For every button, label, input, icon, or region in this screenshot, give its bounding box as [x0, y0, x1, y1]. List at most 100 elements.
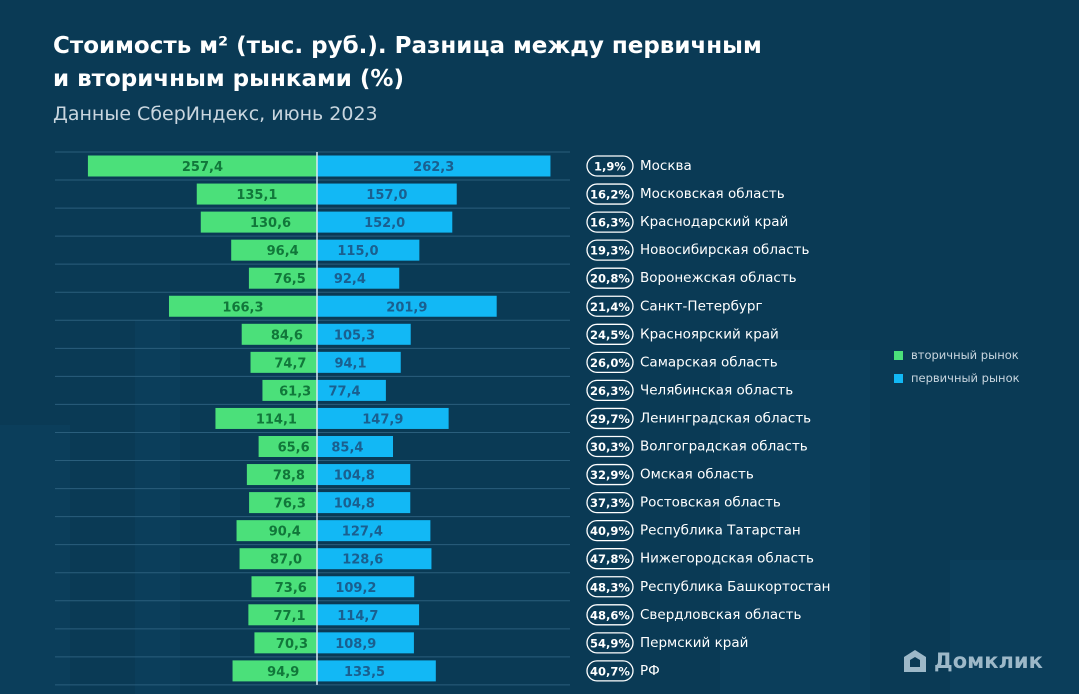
legend-label-primary: первичный рынок	[911, 371, 1020, 385]
region-label: Омская область	[640, 467, 754, 483]
difference-badge	[586, 407, 634, 430]
value-label-secondary: 130,6	[250, 216, 291, 231]
region-label: Новосибирская область	[640, 242, 810, 258]
bar-primary	[317, 239, 420, 261]
value-label-secondary: 135,1	[236, 188, 277, 203]
region-label: Московская область	[640, 186, 785, 202]
value-label-primary: 109,2	[335, 581, 376, 596]
bar-secondary	[236, 520, 317, 542]
chart-title: Стоимость м² (тыс. руб.). Разница между …	[53, 30, 953, 96]
difference-label: 30,3%	[590, 440, 630, 454]
bar-secondary	[168, 295, 317, 317]
region-label: Волгоградская область	[640, 439, 808, 455]
legend-item-secondary: вторичный рынок	[894, 348, 1019, 362]
value-label-primary: 128,6	[342, 553, 383, 568]
bar-secondary	[196, 183, 317, 205]
difference-badge	[586, 463, 634, 486]
bar-secondary	[246, 464, 317, 486]
legend-label-secondary: вторичный рынок	[911, 348, 1019, 362]
region-label: Ленинградская область	[640, 410, 811, 426]
bar-primary	[317, 632, 414, 654]
value-label-secondary: 73,6	[275, 581, 307, 596]
background-decoration	[0, 425, 70, 694]
bar-secondary	[231, 239, 317, 261]
value-label-primary: 262,3	[413, 160, 454, 175]
bar-secondary	[249, 492, 317, 514]
bar-secondary	[200, 211, 317, 233]
title-line-2: и вторичным рынками (%)	[53, 66, 404, 92]
background-decoration	[135, 320, 180, 694]
bar-primary	[317, 379, 386, 401]
bar-secondary	[258, 436, 317, 457]
legend-item-primary: первичный рынок	[894, 371, 1020, 385]
difference-label: 1,9%	[594, 160, 626, 174]
domclick-logo: Домклик	[902, 648, 1043, 674]
difference-badge	[586, 295, 634, 317]
difference-label: 16,2%	[590, 188, 630, 202]
value-label-primary: 133,5	[344, 665, 385, 680]
title-line-1: Стоимость м² (тыс. руб.). Разница между …	[53, 33, 762, 59]
difference-badge	[586, 183, 634, 205]
region-label: Нижегородская область	[640, 551, 814, 567]
value-label-primary: 147,9	[362, 412, 403, 427]
region-label: Санкт-Петербург	[640, 298, 763, 314]
value-label-secondary: 65,6	[278, 441, 310, 456]
value-label-secondary: 77,1	[274, 609, 306, 624]
difference-label: 54,9%	[590, 636, 630, 650]
value-label-primary: 85,4	[331, 441, 363, 456]
difference-label: 40,7%	[590, 664, 630, 678]
bar-primary	[317, 604, 420, 626]
bar-primary	[317, 155, 551, 177]
difference-label: 16,3%	[590, 216, 630, 230]
value-label-primary: 108,9	[335, 637, 376, 652]
value-label-secondary: 70,3	[276, 637, 308, 652]
value-label-primary: 77,4	[329, 384, 361, 399]
bar-primary	[317, 548, 432, 570]
background-decoration	[950, 560, 1079, 694]
difference-label: 29,7%	[590, 412, 630, 426]
value-label-secondary: 61,3	[279, 384, 311, 399]
background-decoration	[720, 350, 870, 694]
region-label: Самарская область	[640, 354, 778, 370]
bar-primary	[317, 183, 457, 205]
bar-secondary	[248, 267, 317, 289]
difference-badge	[586, 576, 634, 598]
value-label-secondary: 76,5	[274, 272, 306, 287]
bar-primary	[317, 492, 411, 514]
bar-secondary	[262, 379, 317, 401]
value-label-primary: 152,0	[364, 216, 405, 231]
region-label: Краснодарский край	[640, 214, 788, 230]
bar-secondary	[87, 155, 317, 177]
difference-badge	[586, 211, 634, 233]
difference-badge	[586, 323, 634, 345]
difference-badge	[586, 632, 634, 654]
region-label: Челябинская область	[640, 382, 793, 398]
value-label-secondary: 257,4	[182, 160, 223, 175]
difference-label: 20,8%	[590, 272, 630, 286]
value-label-primary: 201,9	[386, 300, 427, 315]
value-label-primary: 115,0	[337, 244, 378, 259]
difference-badge	[586, 520, 634, 542]
difference-badge	[586, 155, 634, 177]
difference-label: 24,5%	[590, 328, 630, 342]
value-label-primary: 127,4	[342, 525, 383, 540]
difference-badge	[586, 491, 634, 514]
difference-badge	[586, 351, 634, 374]
value-label-primary: 105,3	[334, 328, 375, 343]
difference-label: 48,6%	[590, 608, 630, 622]
region-label: Пермский край	[640, 635, 748, 651]
region-label: Ростовская область	[640, 495, 781, 511]
difference-label: 37,3%	[590, 496, 630, 510]
difference-badge	[586, 604, 634, 626]
difference-badge	[586, 267, 634, 289]
region-label: Республика Башкортостан	[640, 579, 831, 595]
difference-badge	[586, 239, 634, 261]
bar-secondary	[254, 632, 317, 654]
region-label: РФ	[640, 663, 660, 679]
value-label-secondary: 114,1	[256, 412, 297, 427]
difference-badge	[586, 379, 634, 402]
bar-primary	[317, 407, 449, 429]
bar-secondary	[215, 407, 317, 429]
logo-text: Домклик	[934, 649, 1043, 673]
